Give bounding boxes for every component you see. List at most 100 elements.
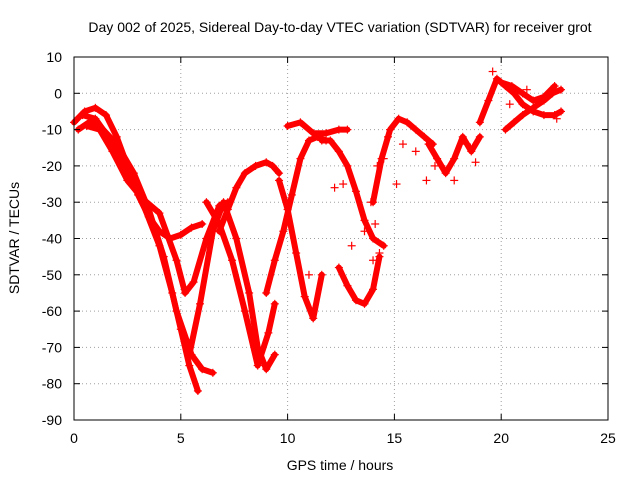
- scatter-point: [304, 270, 313, 279]
- data-point: [304, 136, 313, 145]
- scatter-point: [398, 140, 407, 149]
- scatter-point: [422, 176, 431, 185]
- data-point: [176, 325, 185, 334]
- scatter-point: [347, 241, 356, 250]
- data-point: [317, 136, 326, 145]
- data-point: [518, 111, 527, 120]
- series-track-11: [318, 137, 387, 249]
- scatter-point: [488, 67, 497, 76]
- series-track-7: [216, 159, 283, 235]
- data-point: [262, 288, 271, 297]
- data-point: [475, 132, 484, 141]
- data-point: [172, 256, 181, 265]
- data-point: [467, 147, 476, 156]
- data-point: [484, 96, 493, 105]
- data-point: [198, 219, 207, 228]
- data-point: [270, 350, 279, 359]
- data-point: [458, 132, 467, 141]
- data-point: [529, 96, 538, 105]
- scatter-point: [375, 249, 384, 258]
- scatter-point: [383, 132, 392, 141]
- data-point: [529, 103, 538, 112]
- data-point: [386, 125, 395, 134]
- series-layer: [70, 67, 566, 395]
- data-point: [245, 288, 254, 297]
- data-point: [497, 78, 506, 87]
- data-point: [185, 350, 194, 359]
- data-point: [275, 176, 284, 185]
- y-tick-label: -60: [42, 303, 62, 319]
- scatter-point: [463, 140, 472, 149]
- data-point: [369, 234, 378, 243]
- data-point: [351, 296, 360, 305]
- data-point: [82, 121, 91, 130]
- data-point: [108, 147, 117, 156]
- data-point: [360, 216, 369, 225]
- data-point: [232, 183, 241, 192]
- data-point: [394, 114, 403, 123]
- scatter-point: [369, 256, 378, 265]
- data-point: [189, 278, 198, 287]
- x-axis-label: GPS time / hours: [287, 457, 394, 473]
- data-point: [450, 154, 459, 163]
- data-point: [411, 125, 420, 134]
- data-point: [518, 89, 527, 98]
- data-point: [501, 125, 510, 134]
- scatter-point: [552, 114, 561, 123]
- x-tick-labels: 0 5 10 15 20 25: [70, 430, 616, 446]
- data-point: [253, 361, 262, 370]
- scatter-point: [371, 219, 380, 228]
- data-point: [240, 307, 249, 316]
- data-point: [202, 198, 211, 207]
- data-point: [123, 176, 132, 185]
- x-tick-label: 5: [177, 430, 185, 446]
- data-point: [232, 234, 241, 243]
- data-point: [283, 205, 292, 214]
- data-point: [292, 249, 301, 258]
- data-point: [264, 328, 273, 337]
- data-point: [91, 114, 100, 123]
- data-point: [198, 365, 207, 374]
- data-point: [262, 365, 271, 374]
- data-point: [268, 161, 277, 170]
- data-point: [403, 118, 412, 127]
- data-point: [95, 125, 104, 134]
- scatter-point: [450, 176, 459, 185]
- data-point: [343, 125, 352, 134]
- x-tick-label: 10: [280, 430, 296, 446]
- scatter-point: [430, 161, 439, 170]
- data-point: [550, 82, 559, 91]
- scatter-point: [471, 158, 480, 167]
- data-point: [296, 118, 305, 127]
- grid: [74, 57, 608, 420]
- data-point: [228, 256, 237, 265]
- data-point: [155, 209, 164, 218]
- data-point: [441, 169, 450, 178]
- series-track-13: [370, 115, 436, 206]
- axis-ticks: [73, 56, 609, 421]
- data-point: [91, 103, 100, 112]
- data-point: [270, 299, 279, 308]
- y-tick-label: 10: [46, 49, 62, 65]
- y-axis-label: SDTVAR / TECUs: [6, 182, 22, 294]
- data-point: [223, 205, 232, 214]
- data-point: [185, 361, 194, 370]
- y-tick-label: -30: [42, 194, 62, 210]
- data-point: [557, 85, 566, 94]
- data-point: [208, 368, 217, 377]
- data-point: [351, 187, 360, 196]
- data-point: [360, 299, 369, 308]
- data-point: [309, 314, 318, 323]
- series-track-8: [263, 133, 330, 296]
- data-point: [270, 256, 279, 265]
- data-point: [433, 154, 442, 163]
- data-point: [475, 118, 484, 127]
- series-track-4: [83, 122, 231, 296]
- data-point: [317, 270, 326, 279]
- data-point: [557, 107, 566, 116]
- series-track-17: [498, 79, 558, 104]
- data-point: [300, 292, 309, 301]
- data-point: [155, 241, 164, 250]
- data-point: [287, 190, 296, 199]
